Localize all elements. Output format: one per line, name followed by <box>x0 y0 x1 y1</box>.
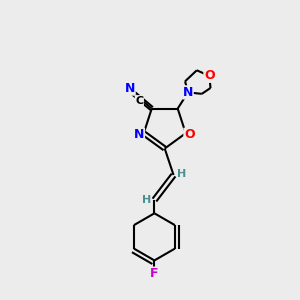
Text: C: C <box>135 96 143 106</box>
Text: N: N <box>134 128 145 141</box>
Text: N: N <box>125 82 135 95</box>
Text: H: H <box>177 169 186 178</box>
Text: N: N <box>183 86 193 99</box>
Text: O: O <box>184 128 195 141</box>
Text: F: F <box>150 267 159 280</box>
Text: H: H <box>142 195 151 205</box>
Text: O: O <box>204 69 214 82</box>
